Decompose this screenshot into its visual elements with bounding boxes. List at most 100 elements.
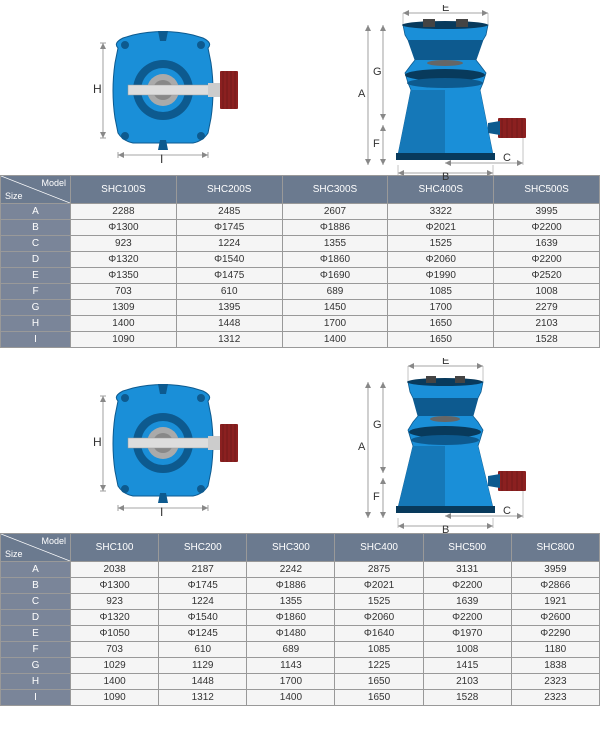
data-cell: 1528 — [423, 690, 511, 706]
table-row: G102911291143122514151838 — [1, 658, 600, 674]
data-cell: 703 — [71, 284, 177, 300]
data-cell: Φ2200 — [494, 220, 600, 236]
data-cell: Φ2290 — [511, 626, 599, 642]
data-cell: 1085 — [388, 284, 494, 300]
data-cell: Φ1540 — [176, 252, 282, 268]
data-cell: 610 — [176, 284, 282, 300]
data-cell: Φ1640 — [335, 626, 423, 642]
data-cell: Φ1475 — [176, 268, 282, 284]
table-row: C92312241355152516391921 — [1, 594, 600, 610]
data-cell: Φ1886 — [282, 220, 388, 236]
model-label: Model — [41, 536, 66, 546]
model-header: SHC200S — [176, 176, 282, 204]
row-label: H — [1, 674, 71, 690]
table-row: DΦ1320Φ1540Φ1860Φ2060Φ2200Φ2600 — [1, 610, 600, 626]
table-row: F70361068910851008 — [1, 284, 600, 300]
data-cell: 2485 — [176, 204, 282, 220]
table-header-row: Model Size SHC100 SHC200 SHC300 SHC400 S… — [1, 534, 600, 562]
data-cell: Φ1050 — [71, 626, 159, 642]
data-cell: 1400 — [247, 690, 335, 706]
data-cell: 1650 — [335, 674, 423, 690]
data-cell: Φ2021 — [388, 220, 494, 236]
row-label: D — [1, 252, 71, 268]
data-cell: 2323 — [511, 674, 599, 690]
svg-text:H: H — [93, 435, 102, 449]
crusher-front-icon: H I — [73, 366, 243, 516]
table-row: BΦ1300Φ1745Φ1886Φ2021Φ2200 — [1, 220, 600, 236]
data-cell: 1450 — [282, 300, 388, 316]
size-label: Size — [5, 549, 23, 559]
data-cell: Φ1300 — [71, 220, 177, 236]
row-label: B — [1, 578, 71, 594]
header-corner-cell: Model Size — [1, 176, 71, 204]
data-cell: Φ2021 — [335, 578, 423, 594]
data-cell: 1525 — [335, 594, 423, 610]
row-label: A — [1, 204, 71, 220]
data-cell: Φ1350 — [71, 268, 177, 284]
data-cell: 1650 — [388, 332, 494, 348]
row-label: E — [1, 268, 71, 284]
data-cell: 1312 — [159, 690, 247, 706]
data-cell: 1400 — [71, 316, 177, 332]
data-cell: 610 — [159, 642, 247, 658]
data-cell: 1400 — [71, 674, 159, 690]
crusher-side-icon: E A G F B C D — [348, 358, 548, 533]
model-header: SHC800 — [511, 534, 599, 562]
data-cell: 3322 — [388, 204, 494, 220]
svg-text:A: A — [358, 88, 366, 100]
data-cell: Φ2060 — [335, 610, 423, 626]
data-cell: 923 — [71, 594, 159, 610]
row-label: G — [1, 300, 71, 316]
data-cell: 1448 — [176, 316, 282, 332]
row-label: I — [1, 690, 71, 706]
table-row: A22882485260733223995 — [1, 204, 600, 220]
data-cell: 1639 — [423, 594, 511, 610]
table-row: G13091395145017002279 — [1, 300, 600, 316]
data-cell: 1400 — [282, 332, 388, 348]
data-cell: Φ1860 — [282, 252, 388, 268]
data-cell: 2323 — [511, 690, 599, 706]
diagram-section-1: H I — [0, 0, 600, 175]
data-cell: 1029 — [71, 658, 159, 674]
data-cell: Φ1860 — [247, 610, 335, 626]
model-label: Model — [41, 178, 66, 188]
data-cell: 1415 — [423, 658, 511, 674]
data-cell: 1448 — [159, 674, 247, 690]
row-label: C — [1, 594, 71, 610]
svg-text:A: A — [358, 441, 366, 453]
data-cell: 1700 — [282, 316, 388, 332]
svg-text:F: F — [373, 491, 380, 503]
data-cell: 1639 — [494, 236, 600, 252]
data-cell: 1921 — [511, 594, 599, 610]
data-cell: 1700 — [247, 674, 335, 690]
model-header: SHC100 — [71, 534, 159, 562]
dim-i-label: I — [160, 152, 163, 163]
data-cell: Φ1320 — [71, 610, 159, 626]
row-label: I — [1, 332, 71, 348]
data-cell: Φ1690 — [282, 268, 388, 284]
row-label: B — [1, 220, 71, 236]
data-cell: Φ1970 — [423, 626, 511, 642]
data-cell: Φ2866 — [511, 578, 599, 594]
svg-text:E: E — [442, 358, 449, 367]
data-cell: Φ1300 — [71, 578, 159, 594]
svg-text:G: G — [373, 66, 382, 78]
front-view-diagram-1: H I — [73, 13, 243, 163]
data-cell: 1129 — [159, 658, 247, 674]
data-cell: 1085 — [335, 642, 423, 658]
side-view-diagram-2: E A G F B C D — [348, 358, 528, 523]
row-label: F — [1, 284, 71, 300]
data-cell: 1838 — [511, 658, 599, 674]
data-cell: Φ1745 — [159, 578, 247, 594]
data-cell: Φ2060 — [388, 252, 494, 268]
data-cell: 703 — [71, 642, 159, 658]
model-header: SHC500 — [423, 534, 511, 562]
header-corner-cell: Model Size — [1, 534, 71, 562]
diagram-section-2: H I — [0, 348, 600, 533]
table-row: H140014481700165021032323 — [1, 674, 600, 690]
table-row: DΦ1320Φ1540Φ1860Φ2060Φ2200 — [1, 252, 600, 268]
table-row: H14001448170016502103 — [1, 316, 600, 332]
data-cell: Φ1540 — [159, 610, 247, 626]
row-label: D — [1, 610, 71, 626]
data-cell: 1355 — [247, 594, 335, 610]
